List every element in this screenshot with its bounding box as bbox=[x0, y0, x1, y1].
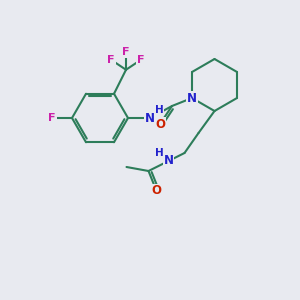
Text: F: F bbox=[107, 55, 115, 65]
Text: H: H bbox=[155, 148, 164, 158]
Text: H: H bbox=[154, 105, 164, 115]
Text: F: F bbox=[137, 55, 145, 65]
Text: N: N bbox=[145, 112, 155, 124]
Text: N: N bbox=[187, 92, 197, 104]
Text: F: F bbox=[122, 47, 130, 57]
Text: O: O bbox=[155, 118, 165, 130]
Text: F: F bbox=[48, 113, 56, 123]
Text: O: O bbox=[152, 184, 161, 197]
Text: N: N bbox=[164, 154, 173, 167]
